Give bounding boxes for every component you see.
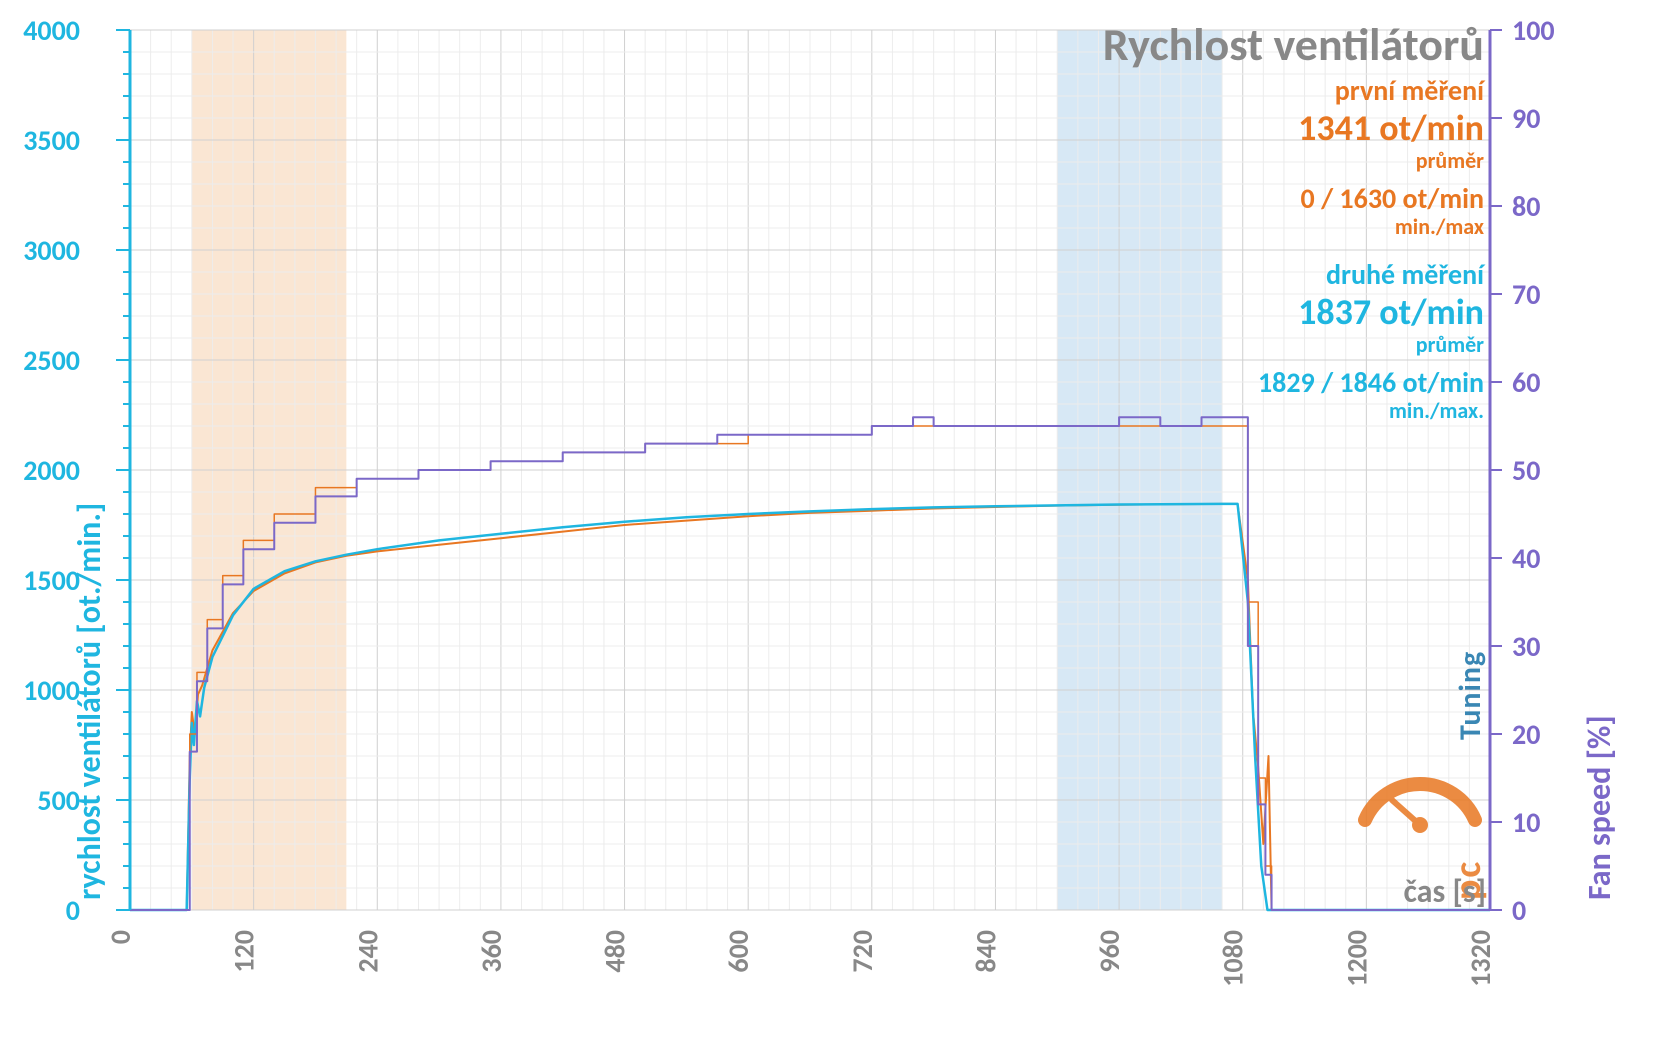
svg-text:0 / 1630 ot/min: 0 / 1630 ot/min [1301,181,1484,216]
y-right-axis-label: Fan speed [%] [1580,715,1619,900]
svg-text:600: 600 [721,930,756,973]
svg-text:min./max: min./max [1395,213,1484,240]
svg-text:druhé měření: druhé měření [1326,257,1486,292]
y-left-axis-label: rychlost ventilátorů [ot./min.] [70,503,109,900]
svg-text:480: 480 [598,930,633,973]
svg-text:1341 ot/min: 1341 ot/min [1298,106,1484,150]
svg-text:60: 60 [1512,365,1540,400]
svg-text:240: 240 [350,930,385,973]
x-axis-label: čas [s] [1403,872,1486,911]
svg-text:40: 40 [1512,541,1540,576]
chart-svg: Tuningpc05001000150020002500300035004000… [0,0,1656,1044]
svg-text:0: 0 [103,930,138,944]
svg-text:2500: 2500 [23,343,80,378]
svg-text:120: 120 [227,930,262,973]
svg-text:80: 80 [1512,189,1540,224]
svg-text:Tuning: Tuning [1452,651,1489,740]
svg-text:960: 960 [1092,930,1127,973]
svg-text:70: 70 [1512,277,1540,312]
svg-text:1080: 1080 [1216,930,1251,987]
svg-text:840: 840 [968,930,1003,973]
svg-text:100: 100 [1512,13,1555,48]
svg-text:90: 90 [1512,101,1540,136]
svg-text:min./max.: min./max. [1389,397,1484,424]
svg-text:1829 / 1846 ot/min: 1829 / 1846 ot/min [1258,365,1484,400]
svg-text:720: 720 [845,930,880,973]
svg-text:30: 30 [1512,629,1540,664]
svg-text:1837 ot/min: 1837 ot/min [1298,290,1484,334]
fan-speed-chart: Tuningpc05001000150020002500300035004000… [0,0,1656,1044]
chart-title: Rychlost ventilátorů [1103,17,1484,73]
svg-text:2000: 2000 [23,453,80,488]
svg-text:průměr: průměr [1416,331,1484,358]
svg-text:první měření: první měření [1335,73,1486,108]
svg-text:360: 360 [474,930,509,973]
svg-text:10: 10 [1512,805,1540,840]
svg-text:50: 50 [1512,453,1540,488]
svg-text:průměr: průměr [1416,147,1484,174]
svg-text:0: 0 [1512,893,1526,928]
svg-text:1320: 1320 [1463,930,1498,987]
svg-text:1200: 1200 [1339,930,1374,987]
svg-text:3500: 3500 [23,123,80,158]
svg-text:4000: 4000 [23,13,80,48]
svg-text:3000: 3000 [23,233,80,268]
svg-text:20: 20 [1512,717,1540,752]
